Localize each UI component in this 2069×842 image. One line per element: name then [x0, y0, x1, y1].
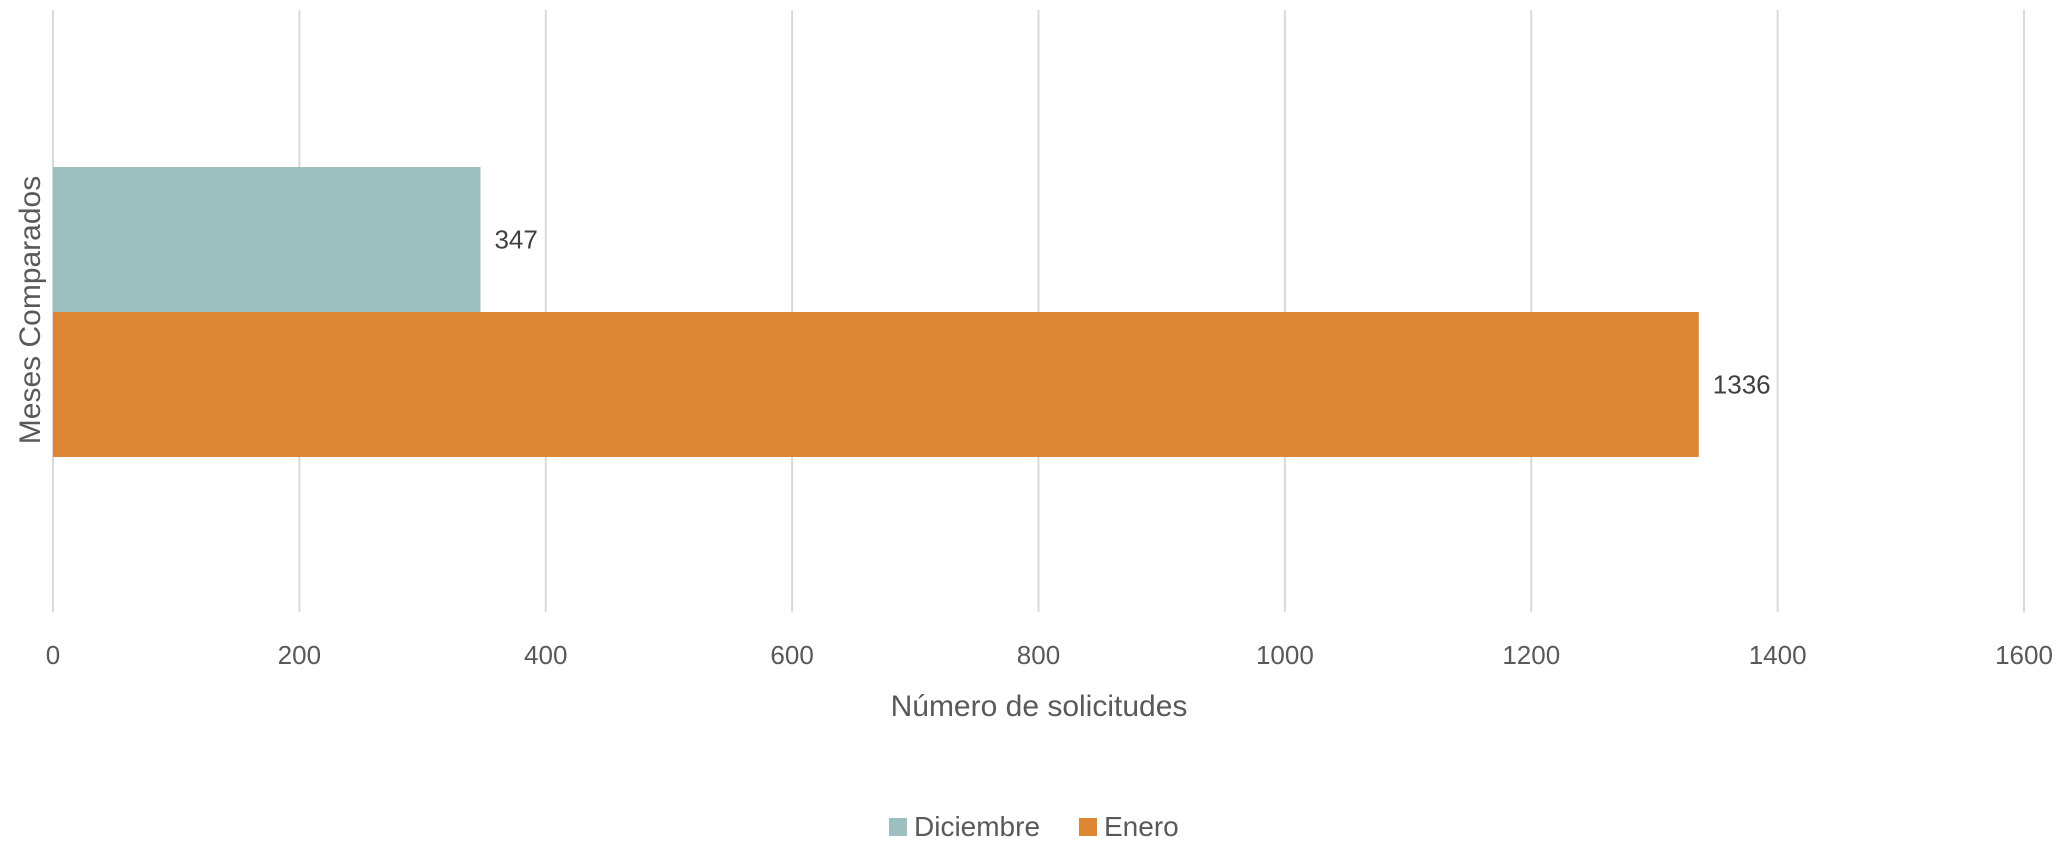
x-tick-label: 1400	[1749, 640, 1807, 670]
x-tick-label: 800	[1017, 640, 1060, 670]
y-axis-title: Meses Comparados	[14, 176, 47, 444]
x-tick-label: 0	[46, 640, 60, 670]
legend-label-diciembre: Diciembre	[914, 811, 1040, 842]
gridlines	[52, 10, 2025, 612]
legend-label-enero: Enero	[1104, 811, 1179, 842]
data-label-enero: 1336	[1713, 370, 1771, 400]
bar-enero	[53, 312, 1699, 457]
x-tick-label: 600	[770, 640, 813, 670]
x-axis-ticks: 0 200 400 600 800 1000 1200 1400 1600	[46, 640, 2053, 670]
x-tick-label: 400	[524, 640, 567, 670]
x-tick-label: 1000	[1256, 640, 1314, 670]
legend-swatch-enero	[1079, 818, 1097, 836]
x-tick-label: 200	[278, 640, 321, 670]
x-tick-label: 1600	[1995, 640, 2053, 670]
bars	[53, 167, 1699, 457]
bar-diciembre	[53, 167, 481, 312]
x-axis-title: Número de solicitudes	[891, 690, 1188, 723]
legend-swatch-diciembre	[889, 818, 907, 836]
data-label-diciembre: 347	[494, 225, 537, 255]
x-tick-label: 1200	[1502, 640, 1560, 670]
data-labels: 347 1336	[494, 225, 1770, 400]
legend: Diciembre Enero	[889, 811, 1179, 842]
